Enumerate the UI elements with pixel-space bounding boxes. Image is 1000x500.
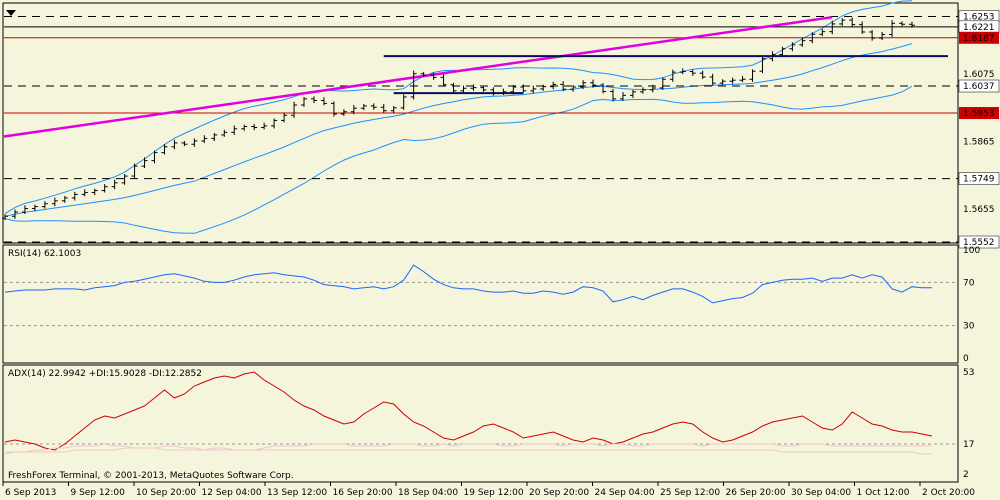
x-axis-label: 6 Sep 2013	[5, 488, 56, 498]
x-axis-label: 16 Sep 20:00	[333, 488, 393, 498]
price-label: 1.5552	[963, 238, 995, 248]
trendline	[3, 15, 833, 138]
x-axis-label: 13 Sep 12:00	[267, 488, 327, 498]
rsi-tick-label: 70	[963, 278, 975, 288]
price-label-box	[958, 79, 1000, 93]
adx-line	[4, 371, 932, 451]
rsi-tick-label: 30	[963, 322, 975, 332]
plus-di-line	[4, 443, 932, 455]
adx-tick-label: 2	[963, 470, 969, 480]
x-axis-label: 2 Oct 20:00	[922, 488, 975, 498]
price-label-box	[959, 107, 999, 120]
price-tick-label: 1.6075	[963, 70, 995, 80]
x-axis-label: 25 Sep 12:00	[660, 488, 720, 498]
x-axis-label: 1 Oct 12:00	[857, 488, 910, 498]
x-axis-label: 9 Sep 12:00	[71, 488, 126, 498]
price-label: 1.5953	[963, 109, 995, 119]
adx-title: ADX(14) 22.9942 +DI:15.9028 -DI:12.2852	[8, 369, 202, 379]
x-axis-label: 10 Sep 20:00	[136, 488, 196, 498]
bollinger-middle	[4, 43, 913, 217]
price-label: 1.6253	[963, 13, 995, 23]
minus-di-line	[5, 447, 932, 455]
rsi-tick-label: 100	[963, 246, 980, 256]
x-axis-label: 24 Sep 04:00	[595, 488, 655, 498]
price-tick-label: 1.5655	[963, 205, 995, 215]
price-label-box	[958, 172, 1000, 185]
price-label-box	[958, 235, 1000, 249]
rsi-plot-frame	[2, 244, 959, 364]
adx-tick-label: 53	[963, 368, 974, 378]
price-label: 1.5749	[963, 175, 995, 185]
price-tick-label: 1.5865	[963, 137, 995, 147]
price-label: 1.6037	[963, 82, 995, 92]
bollinger-lower	[4, 85, 913, 234]
price-label: 1.6221	[963, 23, 995, 33]
adx-plot-frame	[2, 364, 959, 483]
x-axis-label: 30 Sep 04:00	[791, 488, 851, 498]
adx-tick-label: 17	[963, 440, 974, 450]
footer-text: FreshForex Terminal, © 2001-2013, MetaQu…	[8, 471, 294, 481]
price-label: 1.6187	[963, 34, 995, 44]
rsi-title: RSI(14) 62.1003	[8, 249, 81, 259]
x-axis-label: 18 Sep 04:00	[398, 488, 458, 498]
x-axis-label: 12 Sep 04:00	[202, 488, 262, 498]
bollinger-upper	[4, 0, 913, 215]
x-axis-label: 26 Sep 20:00	[726, 488, 786, 498]
x-axis-label: 19 Sep 12:00	[464, 488, 524, 498]
rsi-line	[4, 264, 932, 304]
menu-arrow-icon[interactable]	[6, 10, 16, 16]
main-plot-frame	[2, 2, 959, 244]
price-label-box	[959, 31, 999, 44]
x-axis-label: 20 Sep 20:00	[529, 488, 589, 498]
rsi-tick-label: 0	[963, 354, 969, 364]
